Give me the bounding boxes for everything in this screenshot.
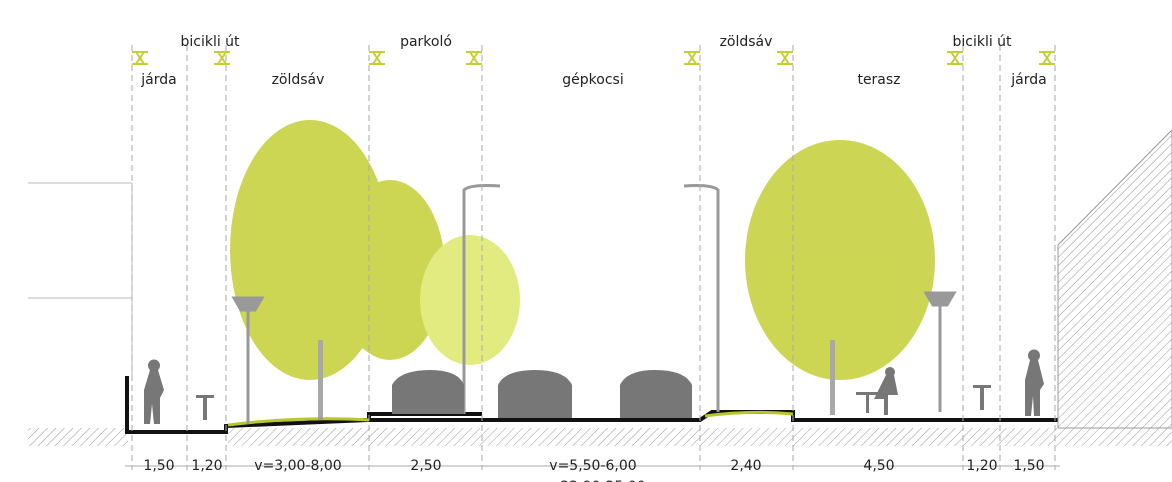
zone-label: bicikli út xyxy=(952,34,1012,50)
zone-label: terasz xyxy=(857,72,900,88)
zone-label: bicikli út xyxy=(180,34,240,50)
dimension-label: 1,20 xyxy=(191,458,222,474)
marker xyxy=(1039,51,1055,65)
lamps xyxy=(231,184,957,424)
dimension-label: 2,40 xyxy=(730,458,761,474)
dimension-label: v=3,00-8,00 xyxy=(254,458,341,474)
marker xyxy=(466,51,482,65)
marker xyxy=(947,51,963,65)
dimension-label: 1,50 xyxy=(143,458,174,474)
zone-label: gépkocsi xyxy=(562,72,623,88)
dimension-label: 2,50 xyxy=(410,458,441,474)
zone-label: zöldsáv xyxy=(272,72,325,88)
marker xyxy=(369,51,385,65)
zone-label: járda xyxy=(1010,72,1046,88)
zone-label: járda xyxy=(140,72,176,88)
people xyxy=(144,349,1044,424)
zone-label: zöldsáv xyxy=(720,34,773,50)
dimension-label: 4,50 xyxy=(863,458,894,474)
dimension-label: v=5,50-6,00 xyxy=(549,458,636,474)
trees xyxy=(230,120,935,420)
marker xyxy=(132,51,148,65)
marker xyxy=(777,51,793,65)
marker xyxy=(214,51,230,65)
dimension-label: 1,50 xyxy=(1013,458,1044,474)
total-label: v=22,90-25,00 xyxy=(540,479,645,482)
dimension-label: 1,20 xyxy=(966,458,997,474)
zone-label: parkoló xyxy=(400,34,452,50)
marker xyxy=(684,51,700,65)
cars xyxy=(392,370,692,418)
